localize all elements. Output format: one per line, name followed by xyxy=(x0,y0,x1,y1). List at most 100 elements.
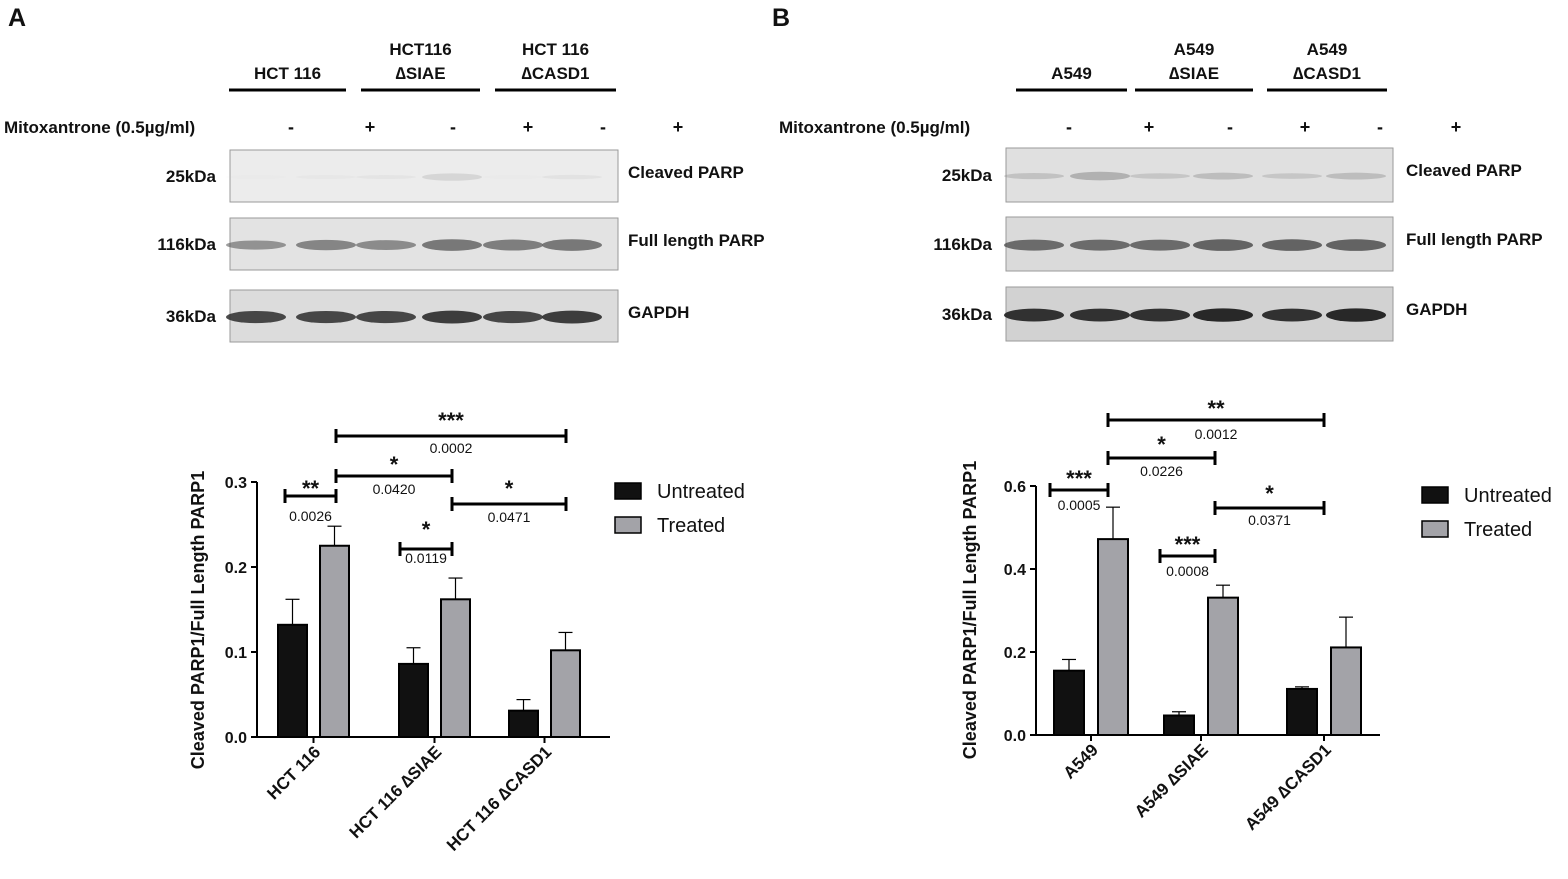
y-tick-label: 0.0 xyxy=(225,730,247,747)
panel-letter: B xyxy=(772,4,790,32)
significance-stars: * xyxy=(422,517,431,542)
significance-stars: * xyxy=(1157,432,1166,457)
blot-band xyxy=(296,310,356,324)
blot-band xyxy=(1262,173,1322,179)
blot-band xyxy=(296,239,356,251)
treatment-sign: + xyxy=(1451,117,1462,137)
lane-group-label: HCT116 xyxy=(389,40,451,59)
western-blot xyxy=(1004,216,1394,272)
x-tick-label: A549 ∆SIAE xyxy=(1131,740,1212,821)
bar-untreated xyxy=(277,623,308,738)
x-tick-label: A549 ∆CASD1 xyxy=(1241,740,1335,834)
legend-label: Untreated xyxy=(657,481,745,503)
blot-band xyxy=(296,175,356,180)
significance-bracket: *** 0.0002 xyxy=(334,408,568,456)
y-axis-label: Cleaved PARP1/Full Length PARP1 xyxy=(960,461,980,759)
significance-stars: *** xyxy=(1066,466,1092,491)
blot-band xyxy=(542,239,602,251)
significance-bracket: * 0.0119 xyxy=(398,517,454,566)
blot-band xyxy=(1326,172,1386,180)
treatment-sign: - xyxy=(450,117,456,137)
blot-band xyxy=(1130,173,1190,179)
protein-label: Full length PARP xyxy=(1406,230,1543,249)
bar-treated xyxy=(1207,596,1239,737)
legend-swatch xyxy=(1421,486,1449,504)
panel-letter: A xyxy=(8,4,26,32)
p-value: 0.0226 xyxy=(1140,463,1183,479)
significance-stars: * xyxy=(505,476,514,501)
western-blot xyxy=(226,149,619,203)
blot-band xyxy=(1193,172,1253,180)
y-tick-label: 0.1 xyxy=(225,645,247,662)
bar-untreated xyxy=(1286,687,1318,736)
molecular-weight-label: 116kDa xyxy=(157,235,216,254)
y-tick-label: 0.0 xyxy=(1004,728,1026,745)
western-blot xyxy=(226,217,619,271)
molecular-weight-label: 25kDa xyxy=(942,166,993,185)
treatment-sign: + xyxy=(365,117,376,137)
p-value: 0.0371 xyxy=(1248,512,1291,528)
y-tick-label: 0.3 xyxy=(225,475,247,492)
blot-band xyxy=(542,174,602,180)
treatment-sign: - xyxy=(600,117,606,137)
treatment-sign: - xyxy=(288,117,294,137)
blot-band xyxy=(483,310,543,324)
blot-band xyxy=(1070,308,1130,322)
bar-treated xyxy=(550,649,581,738)
blot-band xyxy=(1070,171,1130,181)
lane-group-label: A549 xyxy=(1307,40,1348,59)
bar-treated xyxy=(1330,646,1362,736)
significance-stars: * xyxy=(1265,481,1274,506)
molecular-weight-label: 25kDa xyxy=(166,167,217,186)
legend-swatch xyxy=(614,482,642,500)
legend-label: Treated xyxy=(657,515,725,537)
blot-band xyxy=(356,310,416,324)
legend-swatch xyxy=(1421,520,1449,538)
blot-band xyxy=(1193,239,1253,251)
y-tick-label: 0.4 xyxy=(1004,562,1026,579)
blot-band xyxy=(1004,172,1064,180)
lane-group-label: ∆CASD1 xyxy=(1293,64,1361,83)
bar-treated xyxy=(319,544,350,738)
blot-band xyxy=(356,240,416,250)
bar-untreated xyxy=(398,662,429,739)
blot-band xyxy=(1193,308,1253,322)
significance-bracket: *** 0.0005 xyxy=(1048,466,1110,513)
y-tick-label: 0.2 xyxy=(225,560,247,577)
blot-band xyxy=(1326,239,1386,251)
blot-band xyxy=(1130,239,1190,251)
y-tick-label: 0.6 xyxy=(1004,479,1026,496)
significance-stars: * xyxy=(390,452,399,477)
significance-stars: ** xyxy=(1207,396,1225,421)
bar-chart: 0.0 0.2 0.4 0.6 Cleaved PARP1/Full Length PA… xyxy=(960,396,1552,834)
western-blot xyxy=(226,289,619,343)
y-axis-label: Cleaved PARP1/Full Length PARP1 xyxy=(188,471,208,769)
p-value: 0.0012 xyxy=(1195,426,1238,442)
treatment-sign: - xyxy=(1377,117,1383,137)
lane-group-label: A549 xyxy=(1051,64,1092,83)
protein-label: GAPDH xyxy=(1406,300,1467,319)
significance-stars: *** xyxy=(1175,532,1201,557)
blot-membrane xyxy=(1005,147,1394,203)
protein-label: Full length PARP xyxy=(628,231,765,250)
treatment-sign: + xyxy=(523,117,534,137)
treatment-sign: + xyxy=(1144,117,1155,137)
blot-band xyxy=(356,175,416,180)
blot-band xyxy=(422,239,482,251)
legend-swatch xyxy=(614,516,642,534)
western-blot xyxy=(1004,147,1394,203)
p-value: 0.0008 xyxy=(1166,563,1209,579)
bar-chart: 0.0 0.1 0.2 0.3 Cleaved PARP1/Full Length PA… xyxy=(188,408,745,855)
significance-bracket: * 0.0371 xyxy=(1213,481,1326,528)
protein-label: Cleaved PARP xyxy=(1406,161,1522,180)
bar-untreated xyxy=(1163,714,1195,736)
blot-band xyxy=(1004,239,1064,251)
p-value: 0.0026 xyxy=(289,508,332,524)
lane-group-label: HCT 116 xyxy=(522,40,589,59)
x-tick-label: HCT 116 ∆CASD1 xyxy=(443,742,555,854)
p-value: 0.0471 xyxy=(488,509,531,525)
bar-untreated xyxy=(508,709,539,739)
x-tick-label: A549 xyxy=(1060,740,1102,782)
p-value: 0.0005 xyxy=(1058,497,1101,513)
